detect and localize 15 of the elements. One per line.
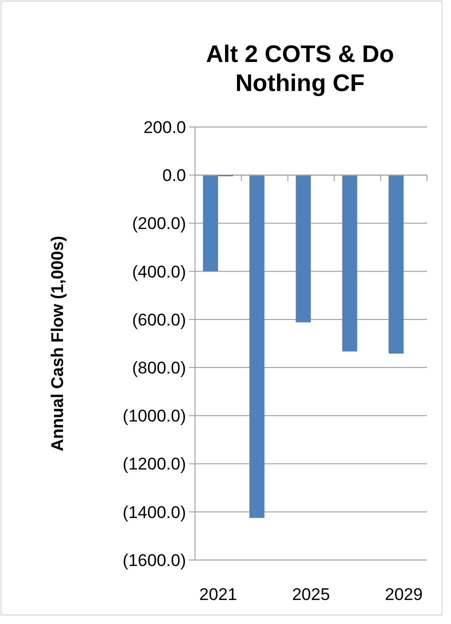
x-tick-label: 2021 [199, 585, 238, 604]
y-tick-label: (400.0) [132, 262, 186, 282]
x-tick-label: 2029 [384, 585, 423, 604]
y-tick-label: (600.0) [132, 310, 186, 330]
y-tick-label: (1400.0) [122, 502, 186, 522]
y-tick-label: (200.0) [132, 214, 186, 234]
y-tick-label: (1600.0) [122, 550, 186, 570]
y-axis-title: Annual Cash Flow (1,000s) [48, 236, 67, 452]
chart-title: Alt 2 COTS & Do Nothing CF [206, 41, 394, 97]
x-tick-label: 2025 [292, 585, 330, 604]
y-tick-label: (1000.0) [122, 406, 186, 426]
y-tick-label: (800.0) [132, 358, 186, 378]
y-tick-label: 0.0 [162, 166, 186, 186]
y-tick-label: (1200.0) [122, 454, 186, 474]
y-tick-label: 200.0 [143, 118, 186, 137]
